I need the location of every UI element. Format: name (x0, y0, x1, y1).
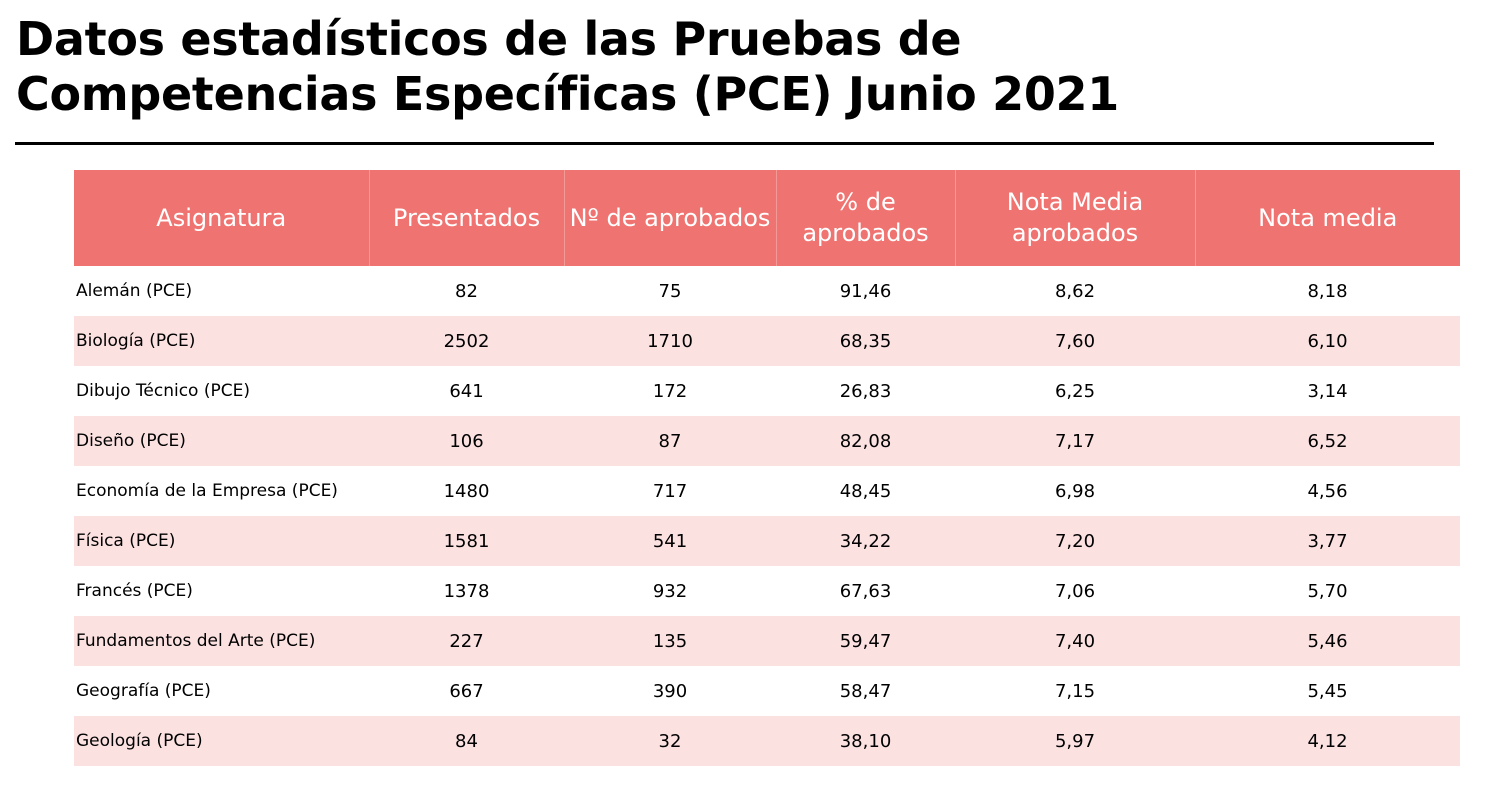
column-header-nota-media: Nota media (1194, 170, 1460, 266)
cell-nota-media-aprobados: 5,97 (955, 716, 1195, 766)
cell-asignatura: Biología (PCE) (74, 316, 369, 366)
table-row: Alemán (PCE) 82 75 91,46 8,62 8,18 (74, 266, 1460, 316)
column-header-asignatura: Asignatura (74, 170, 369, 266)
cell-nota-media: 5,45 (1195, 666, 1460, 716)
cell-asignatura: Alemán (PCE) (74, 266, 369, 316)
cell-nota-media: 6,52 (1195, 416, 1460, 466)
title-divider (15, 142, 1434, 145)
cell-presentados: 84 (369, 716, 564, 766)
cell-aprobados: 541 (564, 516, 776, 566)
column-header-aprobados: Nº de aprobados (563, 170, 776, 266)
cell-presentados: 641 (369, 366, 564, 416)
cell-asignatura: Diseño (PCE) (74, 416, 369, 466)
cell-nota-media-aprobados: 7,20 (955, 516, 1195, 566)
cell-presentados: 1581 (369, 516, 564, 566)
table-row: Dibujo Técnico (PCE) 641 172 26,83 6,25 3,14 (74, 366, 1460, 416)
cell-nota-media: 5,46 (1195, 616, 1460, 666)
table-header-row: Asignatura Presentados Nº de aprobados %… (74, 170, 1460, 266)
cell-nota-media-aprobados: 7,40 (955, 616, 1195, 666)
column-header-porcentaje-aprobados: % de aprobados (775, 170, 955, 266)
cell-presentados: 667 (369, 666, 564, 716)
page-title-line-1: Datos estadísticos de las Pruebas de (16, 12, 962, 66)
cell-presentados: 1378 (369, 566, 564, 616)
cell-aprobados: 172 (564, 366, 776, 416)
cell-aprobados: 717 (564, 466, 776, 516)
cell-nota-media-aprobados: 6,98 (955, 466, 1195, 516)
cell-presentados: 227 (369, 616, 564, 666)
table-row: Biología (PCE) 2502 1710 68,35 7,60 6,10 (74, 316, 1460, 366)
cell-aprobados: 87 (564, 416, 776, 466)
table-row: Geografía (PCE) 667 390 58,47 7,15 5,45 (74, 666, 1460, 716)
cell-presentados: 82 (369, 266, 564, 316)
cell-porcentaje-aprobados: 34,22 (776, 516, 955, 566)
cell-nota-media: 4,12 (1195, 716, 1460, 766)
table-row: Fundamentos del Arte (PCE) 227 135 59,47 7,4… (74, 616, 1460, 666)
cell-aprobados: 32 (564, 716, 776, 766)
cell-nota-media-aprobados: 8,62 (955, 266, 1195, 316)
cell-nota-media-aprobados: 7,15 (955, 666, 1195, 716)
table-row: Diseño (PCE) 106 87 82,08 7,17 6,52 (74, 416, 1460, 466)
cell-asignatura: Física (PCE) (74, 516, 369, 566)
table-row: Francés (PCE) 1378 932 67,63 7,06 5,70 (74, 566, 1460, 616)
table-body: Alemán (PCE) 82 75 91,46 8,62 8,18 Biología (P… (74, 266, 1460, 766)
cell-aprobados: 1710 (564, 316, 776, 366)
cell-presentados: 1480 (369, 466, 564, 516)
table-row: Física (PCE) 1581 541 34,22 7,20 3,77 (74, 516, 1460, 566)
cell-porcentaje-aprobados: 26,83 (776, 366, 955, 416)
cell-porcentaje-aprobados: 58,47 (776, 666, 955, 716)
cell-nota-media: 5,70 (1195, 566, 1460, 616)
page-title-line-2: Competencias Específicas (PCE) Junio 202… (16, 67, 1119, 121)
cell-porcentaje-aprobados: 68,35 (776, 316, 955, 366)
cell-porcentaje-aprobados: 82,08 (776, 416, 955, 466)
cell-asignatura: Geología (PCE) (74, 716, 369, 766)
cell-porcentaje-aprobados: 38,10 (776, 716, 955, 766)
cell-nota-media-aprobados: 7,06 (955, 566, 1195, 616)
table-header: Asignatura Presentados Nº de aprobados %… (74, 170, 1460, 266)
column-header-presentados: Presentados (368, 170, 564, 266)
cell-nota-media-aprobados: 7,60 (955, 316, 1195, 366)
cell-nota-media-aprobados: 7,17 (955, 416, 1195, 466)
cell-nota-media: 6,10 (1195, 316, 1460, 366)
cell-porcentaje-aprobados: 59,47 (776, 616, 955, 666)
cell-porcentaje-aprobados: 67,63 (776, 566, 955, 616)
cell-porcentaje-aprobados: 91,46 (776, 266, 955, 316)
statistics-table: Asignatura Presentados Nº de aprobados %… (74, 170, 1460, 766)
cell-presentados: 106 (369, 416, 564, 466)
column-header-nota-media-aprobados: Nota Media aprobados (954, 170, 1195, 266)
cell-nota-media: 3,14 (1195, 366, 1460, 416)
cell-aprobados: 135 (564, 616, 776, 666)
cell-nota-media: 8,18 (1195, 266, 1460, 316)
cell-asignatura: Economía de la Empresa (PCE) (74, 466, 369, 516)
cell-aprobados: 75 (564, 266, 776, 316)
cell-asignatura: Dibujo Técnico (PCE) (74, 366, 369, 416)
cell-presentados: 2502 (369, 316, 564, 366)
cell-porcentaje-aprobados: 48,45 (776, 466, 955, 516)
cell-nota-media: 3,77 (1195, 516, 1460, 566)
cell-aprobados: 932 (564, 566, 776, 616)
table-row: Economía de la Empresa (PCE) 1480 717 48,45… (74, 466, 1460, 516)
cell-nota-media-aprobados: 6,25 (955, 366, 1195, 416)
cell-aprobados: 390 (564, 666, 776, 716)
table-row: Geología (PCE) 84 32 38,10 5,97 4,12 (74, 716, 1460, 766)
page-title: Datos estadísticos de las Pruebas de Com… (16, 12, 1436, 122)
cell-asignatura: Geografía (PCE) (74, 666, 369, 716)
cell-asignatura: Francés (PCE) (74, 566, 369, 616)
cell-nota-media: 4,56 (1195, 466, 1460, 516)
cell-asignatura: Fundamentos del Arte (PCE) (74, 616, 369, 666)
